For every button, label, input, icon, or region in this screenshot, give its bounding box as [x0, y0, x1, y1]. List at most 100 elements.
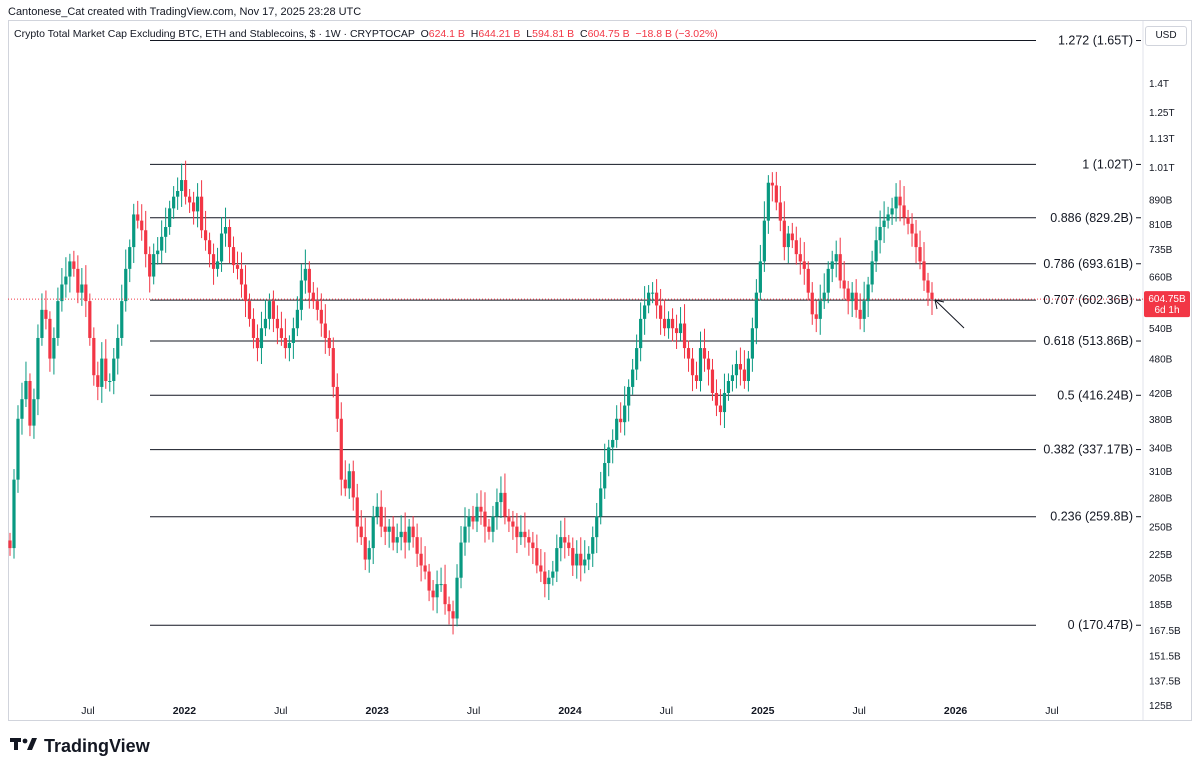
candle-body	[339, 418, 343, 480]
low-label: L	[526, 28, 533, 40]
x-tick-label: Jul	[81, 705, 94, 717]
candle-body	[890, 208, 894, 215]
candle-body	[607, 447, 611, 464]
candle-body	[543, 571, 547, 585]
close-value: 604.75 B	[587, 28, 630, 40]
candle-body	[894, 196, 898, 209]
candle-body	[726, 380, 731, 393]
candle-body	[132, 214, 136, 248]
candle-body	[60, 284, 64, 302]
candle-body	[778, 202, 782, 221]
candle-body	[52, 337, 56, 359]
candle-body	[32, 399, 36, 426]
candle-body	[834, 254, 838, 262]
candle-body	[156, 250, 160, 255]
y-tick-label: 735B	[1149, 245, 1173, 256]
candle-body	[686, 348, 691, 359]
y-tick-label: 890B	[1149, 196, 1173, 207]
candle-body	[487, 526, 491, 532]
candle-body	[451, 611, 455, 619]
candle-body	[511, 521, 515, 527]
close-label: C	[580, 28, 588, 40]
candle-body	[172, 196, 176, 209]
candle-body	[591, 537, 595, 554]
candle-body	[595, 516, 599, 538]
candle-body	[906, 217, 910, 224]
candle-body	[718, 405, 723, 413]
candle-body	[786, 233, 790, 248]
candle-body	[283, 337, 288, 349]
candle-body	[623, 405, 627, 423]
candle-body	[391, 526, 395, 543]
candle-body	[403, 531, 407, 543]
candle-body	[443, 584, 447, 605]
candle-body	[120, 301, 124, 338]
candle-body	[567, 542, 571, 549]
candle-body	[483, 511, 487, 527]
candle-body	[507, 516, 511, 522]
candle-body	[251, 318, 256, 338]
candle-body	[419, 553, 423, 566]
annotation-arrow-head	[934, 299, 945, 310]
currency-button[interactable]: USD	[1145, 26, 1187, 46]
candle-body	[930, 292, 934, 300]
candle-body	[599, 488, 603, 517]
candle-body	[215, 261, 220, 269]
candle-body	[902, 205, 906, 218]
candle-body	[375, 506, 379, 517]
created-by-text: Cantonese_Cat created with TradingView.c…	[8, 6, 362, 18]
candle-body	[702, 348, 707, 359]
candle-body	[639, 318, 643, 349]
y-tick-label: 420B	[1149, 389, 1173, 400]
low-value: 594.81 B	[532, 28, 575, 40]
candle-body	[16, 418, 20, 480]
candle-body	[239, 268, 244, 285]
candle-body	[96, 375, 100, 387]
candle-body	[399, 531, 403, 538]
candle-body	[491, 516, 495, 532]
candle-body	[255, 337, 260, 349]
fib-level-label: 0 (170.47B)	[1068, 618, 1133, 632]
y-tick-label: 125B	[1149, 701, 1173, 712]
candle-body	[192, 202, 196, 212]
candle-body	[383, 526, 387, 532]
candle-body	[211, 254, 216, 269]
candle-body	[24, 380, 28, 400]
candle-body	[926, 280, 930, 293]
chart-frame	[8, 20, 1192, 721]
tradingview-brand[interactable]: TradingView	[10, 736, 150, 757]
candle-body	[48, 318, 52, 359]
candle-body	[730, 375, 735, 381]
candle-body	[347, 471, 351, 489]
candle-body	[539, 565, 543, 572]
candle-body	[188, 196, 192, 203]
candle-body	[734, 364, 739, 376]
candle-body	[84, 284, 88, 302]
candle-body	[407, 526, 411, 543]
candle-body	[774, 185, 778, 203]
candle-body	[459, 542, 463, 578]
candle-body	[714, 392, 719, 406]
candle-body	[579, 553, 583, 566]
candle-body	[527, 537, 531, 543]
y-tick-label: 810B	[1149, 220, 1173, 231]
candle-body	[922, 261, 926, 281]
candle-body	[439, 584, 443, 586]
fib-level-label: 1 (1.02T)	[1082, 157, 1133, 171]
fib-level-label: 0.382 (337.17B)	[1043, 443, 1133, 457]
candle-body	[219, 233, 224, 262]
candle-body	[279, 328, 284, 338]
candle-body	[88, 301, 92, 338]
symbol-title[interactable]: Crypto Total Market Cap Excluding BTC, E…	[14, 28, 415, 40]
candle-body	[124, 268, 128, 302]
candle-body	[678, 323, 683, 334]
candle-body	[746, 358, 750, 381]
candle-body	[331, 348, 335, 387]
candle-body	[235, 265, 240, 269]
candle-body	[806, 268, 810, 293]
candle-body	[694, 375, 699, 381]
candle-body	[359, 526, 363, 538]
candle-body	[152, 254, 156, 277]
candle-body	[116, 337, 120, 359]
